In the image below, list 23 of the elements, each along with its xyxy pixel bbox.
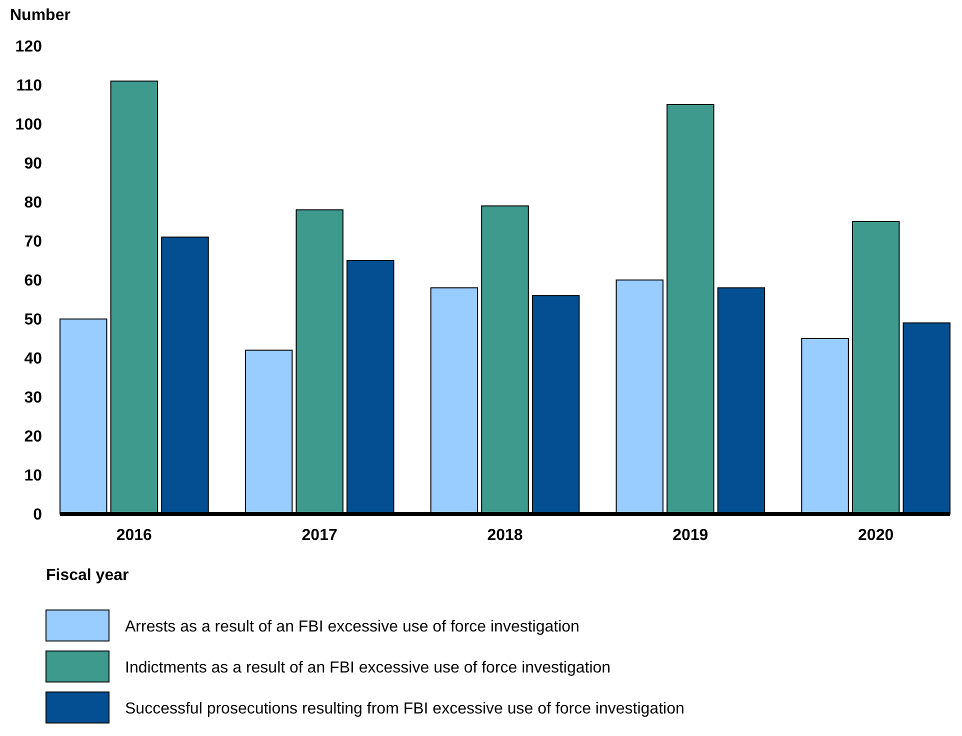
y-tick-label: 60 <box>24 272 42 290</box>
y-tick-label: 50 <box>24 312 42 329</box>
y-tick-label: 110 <box>16 78 42 95</box>
y-tick-label: 10 <box>24 468 42 485</box>
y-tick-label: 80 <box>24 194 42 212</box>
y-tick-label: 70 <box>24 234 42 251</box>
y-tick-label: 30 <box>24 390 42 407</box>
x-tick-label: 2017 <box>302 527 338 544</box>
y-tick-label: 90 <box>24 156 42 173</box>
y-tick-label: 40 <box>24 350 42 368</box>
x-axis-title: Fiscal year <box>46 567 129 584</box>
y-tick-label: 100 <box>15 116 42 134</box>
x-tick-label: 2019 <box>672 527 708 544</box>
legend-label: Arrests as a result of an FBI excessive use of force investigation <box>125 618 580 636</box>
x-tick-label: 2020 <box>858 527 894 544</box>
x-tick-label: 2016 <box>116 527 152 544</box>
x-tick-label: 2018 <box>487 527 523 544</box>
y-tick-label: 120 <box>15 38 42 56</box>
y-tick-label: 20 <box>24 428 42 446</box>
y-tick-label: 0 <box>33 506 42 524</box>
legend-label: Indictments as a result of an FBI excessive use of force investigation <box>125 660 611 677</box>
y-axis-title: Number <box>10 7 70 24</box>
legend-label: Successful prosecutions resulting from FBI excessive use of force investigation <box>125 700 684 718</box>
